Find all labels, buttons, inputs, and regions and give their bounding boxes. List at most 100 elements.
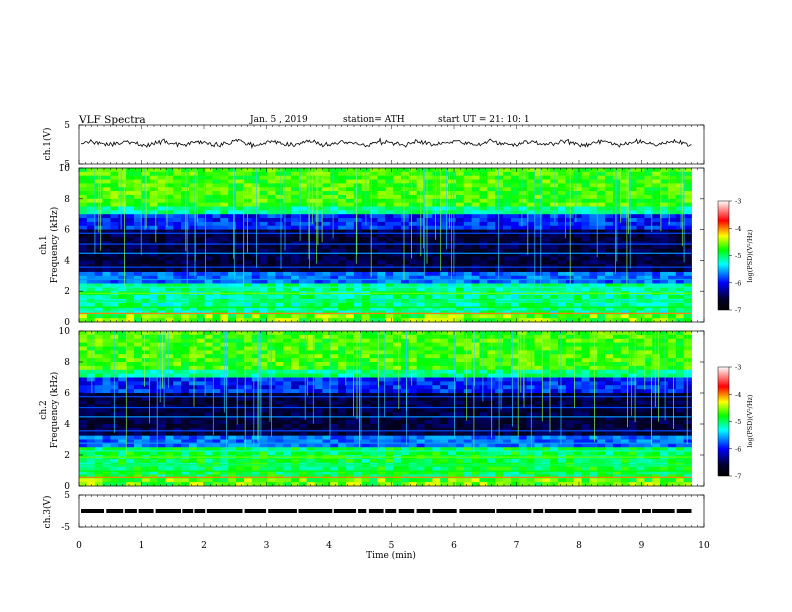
spectrogram-cell [86,447,96,452]
spectrogram-cell [408,248,418,254]
spectrogram-cell [393,183,402,188]
spectrogram-cell [314,248,323,254]
spectrogram-cell [94,287,103,292]
spectrogram-cell [212,373,221,378]
spectrogram-cell [126,264,135,269]
spectrogram-cell [204,206,213,211]
spectrogram-cell [118,338,127,344]
spectrogram-cell [597,214,606,219]
spectrogram-cell [94,252,103,257]
spectrogram-cell [181,385,190,390]
spectrogram-cell [353,478,363,483]
spectrogram-cell [86,302,96,307]
spectrogram-cell [322,287,331,292]
spectrogram-cell [550,237,559,242]
spectrogram-cell [408,210,418,215]
spectrogram-cell [385,396,394,402]
spectrogram-cell [188,431,198,437]
spectrogram-cell [424,314,433,319]
spectrogram-cell [408,412,418,417]
spectrogram-cell [432,283,441,288]
spectrogram-cell [228,338,237,344]
spectrogram-cell [361,447,370,452]
spectrogram-cell [126,393,135,398]
spectrogram-cell [267,168,276,173]
spectrogram-cell [298,358,308,363]
spectrogram-cell [181,183,190,188]
spectrogram-cell [291,171,300,177]
spectrogram-cell [86,331,96,336]
spectrogram-cell [393,241,402,246]
spectrogram-cell [660,229,669,234]
spectrogram-cell [212,218,221,223]
spectrogram-cell [133,206,143,211]
spectrogram-cell [644,256,653,261]
spectrogram-cell [400,381,410,386]
spectrogram-cell [251,396,261,402]
spectrogram-cell [652,168,661,173]
spectrogram-cell [126,369,135,375]
spectrogram-cell [102,416,111,421]
spectrogram-cell [110,439,119,444]
spectrogram-cell [667,283,677,288]
spectrogram-cell [102,400,111,406]
spectrogram-cell [503,241,512,246]
spectrogram-cell [424,179,433,184]
spectrogram-cell [212,268,221,273]
spectrogram-cell [518,214,527,219]
spectrogram-cell [518,191,527,196]
spectrogram-cell [291,206,300,211]
spectrogram-cell [620,256,630,261]
spectrogram-cell [102,377,111,382]
spectrogram-cell [408,275,418,281]
spectrogram-cell [298,451,308,456]
spectrogram-cell [471,287,480,292]
spectrogram-cell [455,283,465,288]
spectrogram-cell [259,237,268,242]
spectrogram-cell [455,218,465,223]
spectrogram-cell [188,245,198,250]
spectrogram-cell [338,331,347,336]
spectrogram-cell [314,275,323,281]
spectrogram-cell [86,470,96,475]
spectrogram-cell [236,334,245,340]
spectrogram-cell [652,306,661,311]
spectrogram-cell [448,210,457,215]
spectrogram-cell [291,334,300,340]
spectrogram-cell [353,310,363,315]
spectrogram-cell [291,256,300,261]
spectrogram-cell [181,168,190,173]
spectrogram-cell [267,187,276,192]
spectrogram-cell [400,342,410,347]
spectrogram-cell [196,427,206,433]
spectrogram-cell [212,283,221,288]
spectrogram-cell [173,346,182,351]
spectrogram-cell [291,214,300,219]
spectrogram-cell [408,279,418,284]
spectrogram-cell [455,179,465,184]
spectrogram-cell [503,318,512,323]
spectrogram-cell [377,218,386,223]
spectrogram-cell [86,279,96,284]
spectrogram-cell [558,206,567,211]
spectrogram-cell [345,210,355,215]
spectrogram-cell [330,350,339,355]
spectrogram-cell [667,302,677,307]
spectrogram-cell [196,206,206,211]
spectrogram-cell [495,229,504,234]
spectrogram-cell [94,400,103,406]
spectrogram-cell [424,346,433,351]
spectrogram-cell [306,389,315,394]
spectrogram-cell [683,233,692,238]
spectrogram-cell [660,283,669,288]
spectrogram-cell [338,354,347,359]
spectrogram-cell [636,302,645,307]
spectrogram-cell [94,420,103,425]
spectrogram-cell [133,306,143,311]
spectrogram-cell [675,252,685,257]
spectrogram-cell [94,248,103,254]
spectrogram-cell [110,206,119,211]
spectrogram-cell [259,221,268,227]
spectrogram-cell [330,435,339,440]
spectrogram-cell [534,225,543,230]
